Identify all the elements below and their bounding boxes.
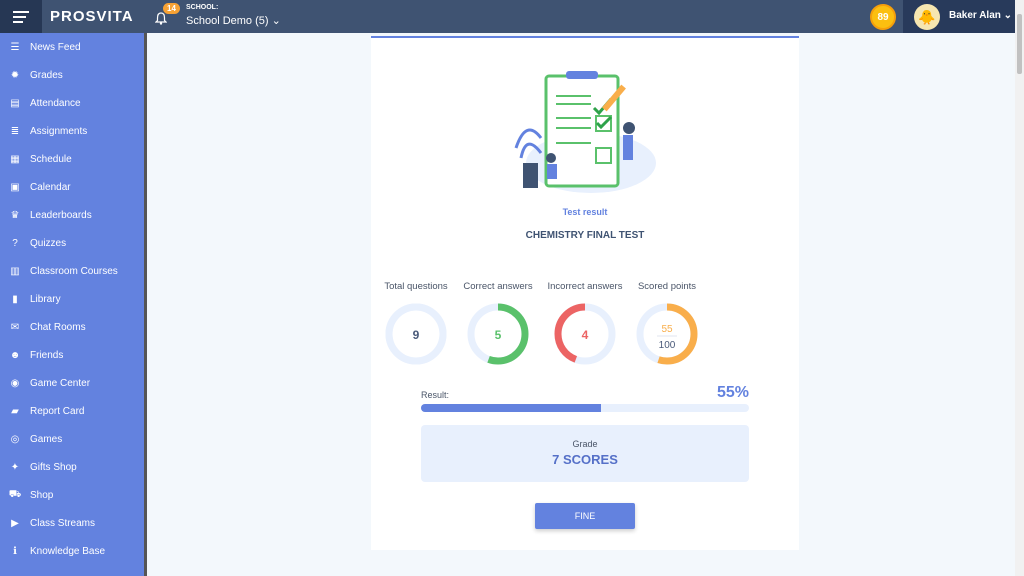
stat-value: 4 <box>582 328 589 342</box>
result-card: Test result CHEMISTRY FINAL TEST Total q… <box>371 36 799 550</box>
sidebar-item-label: Class Streams <box>30 517 96 529</box>
result-label: Result: <box>421 390 450 400</box>
sidebar-item-label: Calendar <box>30 181 71 193</box>
sidebar-item-shop[interactable]: ⛟ Shop <box>0 481 144 509</box>
coins-badge[interactable]: 89 <box>870 4 896 30</box>
sidebar-item-schedule[interactable]: ▦ Schedule <box>0 145 144 173</box>
chat-rooms-icon: ✉ <box>10 321 20 333</box>
game-center-icon: ◉ <box>10 377 20 389</box>
classroom-courses-icon: ▥ <box>10 265 20 277</box>
sidebar-item-game-center[interactable]: ◉ Game Center <box>0 369 144 397</box>
sidebar: ☰ News Feed ✹ Grades ▤ Attendance ≣ Assignments… <box>0 33 147 576</box>
sidebar-item-class-streams[interactable]: ▶ Class Streams <box>0 509 144 537</box>
sidebar-item-library[interactable]: ▮ Library <box>0 285 144 313</box>
stat-total-questions: Total questions 9 <box>373 281 459 369</box>
sidebar-item-classroom-courses[interactable]: ▥ Classroom Courses <box>0 257 144 285</box>
sidebar-item-label: Friends <box>30 349 64 361</box>
menu-button[interactable] <box>0 0 42 33</box>
sidebar-item-label: Chat Rooms <box>30 321 86 333</box>
sidebar-item-report-card[interactable]: ▰ Report Card <box>0 397 144 425</box>
sidebar-item-leaderboards[interactable]: ♛ Leaderboards <box>0 201 144 229</box>
knowledge-base-icon: ℹ <box>13 545 17 557</box>
grade-value: 7 SCORES <box>552 452 618 467</box>
stat-label: Scored points <box>637 281 697 292</box>
sidebar-item-label: Quizzes <box>30 237 67 249</box>
sidebar-item-label: Schedule <box>30 153 72 165</box>
sidebar-item-friends[interactable]: ☻ Friends <box>0 341 144 369</box>
report-card-icon: ▰ <box>11 405 19 417</box>
sidebar-item-label: Attendance <box>30 97 81 109</box>
shop-icon: ⛟ <box>8 488 22 500</box>
attendance-icon: ▤ <box>10 97 20 109</box>
games-icon: ◎ <box>10 433 20 445</box>
user-name: Baker Alan ⌄ <box>949 10 1013 21</box>
sidebar-item-label: Gifts Shop <box>30 461 77 473</box>
sidebar-item-label: Grades <box>30 69 63 81</box>
sidebar-item-label: Shop <box>30 489 54 501</box>
result-subtitle: Test result <box>562 207 608 217</box>
avatar: 🐥 <box>914 4 940 30</box>
sidebar-item-quizzes[interactable]: ? Quizzes <box>0 229 144 257</box>
sidebar-item-calendar[interactable]: ▣ Calendar <box>0 173 144 201</box>
stat-label: Correct answers <box>463 281 533 292</box>
fine-button[interactable]: FINE <box>535 503 635 529</box>
sidebar-item-label: Report Card <box>30 405 85 417</box>
notification-badge: 14 <box>163 3 180 14</box>
news-feed-icon: ☰ <box>10 41 20 53</box>
grade-label: Grade <box>572 439 598 449</box>
ring-arc <box>554 303 616 365</box>
logo[interactable]: PROSVITA <box>50 8 134 25</box>
calendar-icon: ▣ <box>10 181 20 193</box>
sidebar-item-label: Game Center <box>30 377 91 389</box>
sidebar-item-label: Library <box>30 293 61 305</box>
stat-total: 100 <box>659 340 676 351</box>
sidebar-item-label: News Feed <box>30 41 81 53</box>
friends-icon: ☻ <box>9 349 21 361</box>
sidebar-item-grades[interactable]: ✹ Grades <box>0 61 144 89</box>
sidebar-item-chat-rooms[interactable]: ✉ Chat Rooms <box>0 313 144 341</box>
grade-box: Grade 7 SCORES <box>421 425 749 482</box>
stat-value: 55 <box>661 324 673 335</box>
sidebar-item-label: Classroom Courses <box>30 265 118 277</box>
sidebar-item-label: Leaderboards <box>30 209 92 221</box>
top-bar: PROSVITA 14 SCHOOL: School Demo (5) ⌄ 89… <box>0 0 1024 33</box>
stat-label: Total questions <box>384 281 448 292</box>
ring-arc <box>467 303 529 365</box>
sidebar-item-knowledge-base[interactable]: ℹ Knowledge Base <box>0 537 144 565</box>
gifts-shop-icon: ✦ <box>10 461 20 473</box>
sidebar-item-gifts-shop[interactable]: ✦ Gifts Shop <box>0 453 144 481</box>
quizzes-icon: ? <box>12 237 18 249</box>
stat-correct-answers: Correct answers 5 <box>455 281 541 369</box>
school-selector[interactable]: School Demo (5) ⌄ <box>186 15 281 27</box>
stat-scored-points: Scored points 55 100 <box>624 281 710 369</box>
stat-label: Incorrect answers <box>547 281 623 292</box>
test-title: CHEMISTRY FINAL TEST <box>525 230 645 241</box>
result-percent: 55% <box>716 384 749 401</box>
test-illustration <box>514 71 656 193</box>
schedule-icon: ▦ <box>10 153 20 165</box>
bell-icon[interactable] <box>155 12 167 25</box>
school-label: SCHOOL: <box>186 4 219 11</box>
sidebar-item-news-feed[interactable]: ☰ News Feed <box>0 33 144 61</box>
leaderboards-icon: ♛ <box>10 209 20 221</box>
class-streams-icon: ▶ <box>11 517 19 529</box>
grades-icon: ✹ <box>10 69 20 81</box>
sidebar-item-label: Assignments <box>30 125 88 137</box>
stat-value: 9 <box>413 328 420 342</box>
sidebar-item-label: Games <box>30 433 63 445</box>
sidebar-item-assignments[interactable]: ≣ Assignments <box>0 117 144 145</box>
ring-arc <box>636 303 698 365</box>
sidebar-item-attendance[interactable]: ▤ Attendance <box>0 89 144 117</box>
ring-arc <box>385 303 447 365</box>
stat-incorrect-answers: Incorrect answers 4 <box>542 281 628 369</box>
user-menu[interactable]: 🐥 Baker Alan ⌄ <box>903 0 1015 33</box>
scrollbar[interactable] <box>1015 0 1024 576</box>
stat-value: 5 <box>495 328 502 342</box>
sidebar-item-games[interactable]: ◎ Games <box>0 425 144 453</box>
sidebar-item-label: Knowledge Base <box>30 545 106 557</box>
result-progress-bar <box>421 404 749 412</box>
library-icon: ▮ <box>12 293 18 305</box>
assignments-icon: ≣ <box>10 125 20 137</box>
